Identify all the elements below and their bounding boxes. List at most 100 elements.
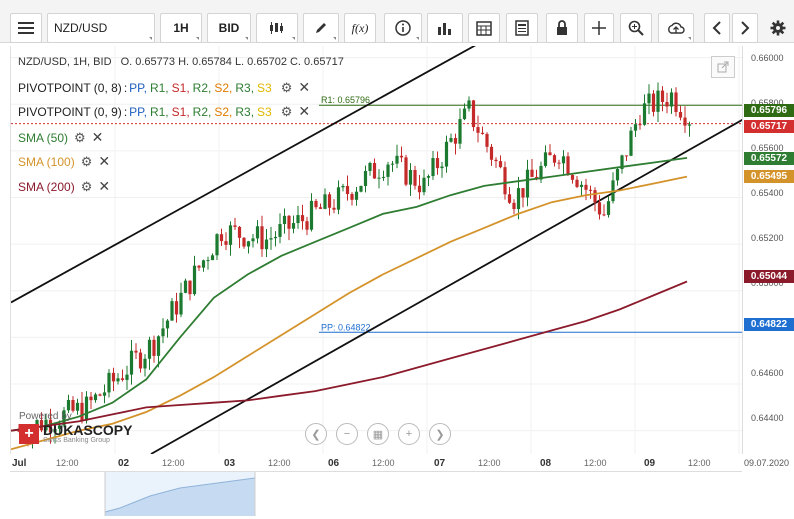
gear-icon[interactable]: ⚙ [74,129,86,145]
upload-button[interactable] [658,13,694,43]
expand-button[interactable] [711,56,735,78]
candle-body [647,93,651,104]
brand-sub: Swiss Banking Group [43,437,110,444]
candle-body [165,320,170,329]
scroll-right-button[interactable]: ❯ [429,423,451,445]
close-icon[interactable]: ✕ [298,79,311,95]
gear-icon[interactable]: ⚙ [80,153,93,169]
sma-line-2 [11,175,688,451]
candle-body [404,157,408,185]
gear-icon[interactable]: ⚙ [80,178,93,194]
zoom-button[interactable] [620,13,652,43]
candle-body [426,176,431,178]
branding: Powered by + DUKASCOPY Swiss Banking Gro… [19,411,132,444]
zoom-out-button[interactable]: − [336,423,358,445]
candle-body [593,190,597,203]
reset-zoom-button[interactable]: ▦ [367,423,389,445]
chart-plot-area[interactable]: R1: 0.65796 PP: 0.64822 [10,46,743,454]
candle-body [89,396,93,401]
y-tick-label: 0.66000 [751,53,784,63]
time-axis: Jul 12:00 02 12:00 03 12:00 06 12:00 07 12:00 08 12… [10,455,742,471]
settings-button[interactable] [764,13,792,43]
legend-5[interactable]: SMA (200) ⚙ ✕ [18,178,110,195]
price-type-label: BID [218,21,240,35]
candle-body [125,374,129,380]
candle-body [237,226,242,238]
legend-3[interactable]: SMA (50) ⚙ ✕ [18,129,103,146]
y-tick-label: 0.64600 [751,368,784,378]
candle-body [665,102,669,107]
pivot-level-3: R2, [192,80,212,95]
candle-body [525,169,530,198]
crosshair-button[interactable] [584,13,614,43]
price-tag: 0.65717 [744,120,794,133]
candle-body [174,301,179,315]
candle-body [341,185,345,188]
x-tick-label: 03 [224,458,236,469]
volume-button[interactable] [427,13,463,43]
candle-body [575,179,579,187]
prev-button[interactable] [704,13,730,43]
candle-body [435,158,440,169]
candle-body [183,280,188,293]
navigator[interactable] [10,471,742,516]
candle-body [548,152,552,156]
candle-body [516,188,521,210]
candle-body [494,159,498,162]
candle-body [354,191,359,200]
next-button[interactable] [732,13,758,43]
dukascopy-logo: + [19,423,39,444]
close-icon[interactable]: ✕ [98,178,111,194]
price-type-selector[interactable]: BID [207,13,251,43]
candle-body [309,200,314,230]
candle-body [471,100,476,128]
zoom-in-button[interactable]: + [398,423,420,445]
symbol-selector[interactable]: NZD/USD [47,13,155,43]
candle-body [381,176,386,178]
legend-1[interactable]: PIVOTPOINT (0, 8) : PP, R1, S1, R2, S2, R3, S3… [18,79,311,95]
scroll-left-button[interactable]: ❮ [305,423,327,445]
close-icon[interactable]: ✕ [91,129,104,145]
candle-body [656,90,660,112]
close-icon[interactable]: ✕ [98,153,111,169]
info-button[interactable] [384,13,422,43]
timeframe-selector[interactable]: 1H [160,13,202,43]
indicators-button[interactable]: f(x) [344,13,376,43]
draw-button[interactable] [303,13,339,43]
news-button[interactable] [506,13,538,43]
candle-body [557,162,561,164]
candle-body [345,185,350,195]
candle-body [111,372,116,382]
candle-body [170,301,174,321]
candle-body [273,236,278,239]
candle-body [638,124,642,126]
x-tick-label: 12:00 [162,458,185,468]
candle-body [53,428,57,433]
candle-body [624,155,629,157]
candle-body [530,169,534,177]
gear-icon[interactable]: ⚙ [280,79,293,95]
hamburger-menu-icon [18,22,34,34]
gear-icon[interactable]: ⚙ [280,103,293,119]
legend-name: PIVOTPOINT (0, 9) [18,104,122,119]
candle-body [359,185,363,192]
candle-body [399,155,404,158]
close-icon[interactable]: ✕ [298,103,311,119]
legend-name: PIVOTPOINT (0, 8) [18,80,122,95]
legend-4[interactable]: SMA (100) ⚙ ✕ [18,153,110,170]
chart-type-button[interactable] [256,13,298,43]
pivot-level-5: R3, [235,80,255,95]
candle-body [71,400,75,411]
legend-2[interactable]: PIVOTPOINT (0, 9) : PP, R1, S1, R2, S2, R3, S3… [18,103,311,119]
candle-body [224,241,228,245]
candle-body [363,170,368,186]
menu-button[interactable] [10,13,42,43]
candle-body [597,202,602,215]
calendar-button[interactable] [468,13,500,43]
reset-zoom-icon: ▦ [372,428,384,441]
calendar-icon [476,21,492,36]
candle-body [386,164,390,177]
candle-body [687,124,692,126]
lock-button[interactable] [546,13,578,43]
prev-icon [712,21,721,35]
